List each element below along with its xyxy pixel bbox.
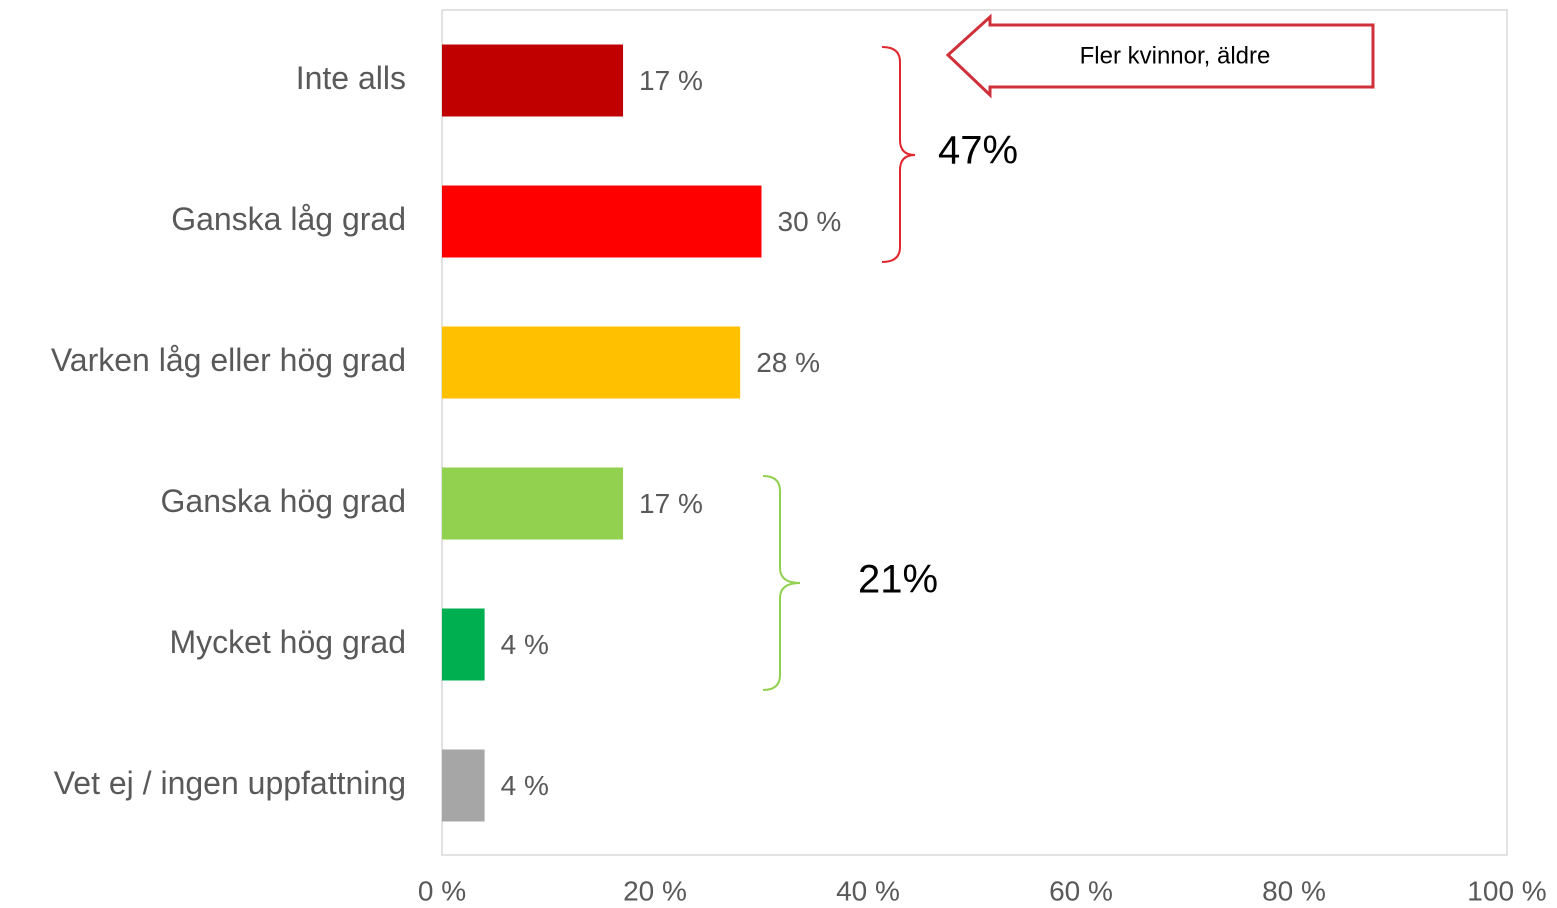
bar xyxy=(442,749,485,822)
x-tick-label: 80 % xyxy=(1262,875,1326,906)
y-tick-label: Ganska låg grad xyxy=(171,201,406,237)
bar xyxy=(442,44,624,117)
x-tick-label: 40 % xyxy=(836,875,900,906)
value-label: 30 % xyxy=(778,206,842,237)
x-tick-label: 20 % xyxy=(623,875,687,906)
bracket-high xyxy=(762,475,801,691)
annotation: 47% xyxy=(938,129,1018,173)
value-label: 17 % xyxy=(639,65,703,96)
x-tick-label: 100 % xyxy=(1467,875,1546,906)
bar xyxy=(442,467,624,540)
x-tick-label: 0 % xyxy=(418,875,466,906)
arrow-callout xyxy=(945,13,1375,99)
plot-frame xyxy=(441,9,1508,856)
value-label: 4 % xyxy=(501,629,549,660)
value-label: 17 % xyxy=(639,488,703,519)
callout-text: Fler kvinnor, äldre xyxy=(1080,42,1271,69)
bracket-low xyxy=(881,46,916,263)
y-tick-label: Varken låg eller hög grad xyxy=(51,342,406,378)
value-label: 28 % xyxy=(756,347,820,378)
bar xyxy=(442,185,762,258)
bar xyxy=(442,608,485,681)
y-tick-label: Mycket hög grad xyxy=(169,624,406,660)
bar xyxy=(442,326,741,399)
y-tick-label: Ganska hög grad xyxy=(161,483,407,519)
x-tick-label: 60 % xyxy=(1049,875,1113,906)
y-tick-label: Vet ej / ingen uppfattning xyxy=(54,765,406,801)
annotation: 21% xyxy=(858,558,938,602)
value-label: 4 % xyxy=(501,770,549,801)
y-tick-label: Inte alls xyxy=(296,60,406,96)
